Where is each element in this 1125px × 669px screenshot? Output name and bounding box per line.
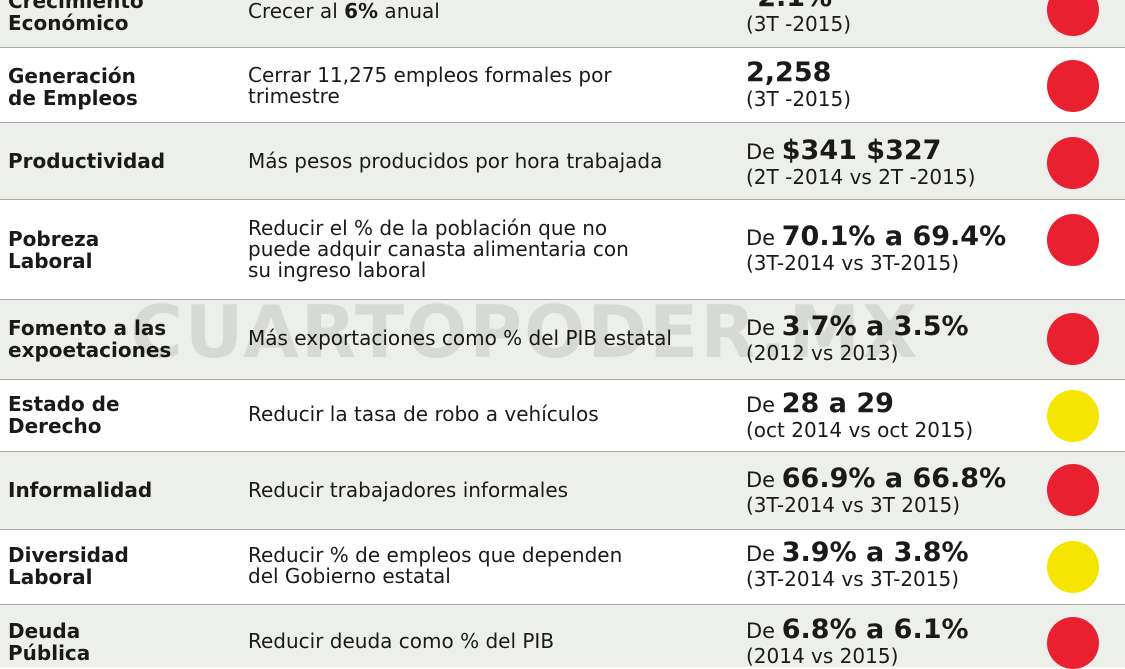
table-row: Fomento a las expoetaciones Más exportac… bbox=[0, 300, 1125, 380]
indicator-name: Generación de Empleos bbox=[8, 64, 138, 110]
indicator-name: Crecimiento Económico bbox=[8, 0, 144, 35]
indicator-name: Diversidad Laboral bbox=[8, 543, 129, 589]
status-dot-red bbox=[1047, 313, 1099, 365]
goal-text: Reducir la tasa de robo a vehículos bbox=[248, 402, 599, 426]
result: De 66.9% a 66.8% (3T-2014 vs 3T 2015) bbox=[746, 463, 1007, 517]
result: De 3.7% a 3.5% (2012 vs 2013) bbox=[746, 311, 969, 365]
goal-text: Crecer al 6% anual bbox=[248, 0, 440, 23]
result: De 3.9% a 3.8% (3T-2014 vs 3T-2015) bbox=[746, 537, 969, 591]
table-row: Pobreza Laboral Reducir el % de la pobla… bbox=[0, 200, 1125, 300]
result: -2.1% (3T -2015) bbox=[746, 0, 852, 36]
indicator-name: Informalidad bbox=[8, 478, 153, 502]
goal-text: Reducir trabajadores informales bbox=[248, 478, 569, 502]
indicator-name: Estado de Derecho bbox=[8, 392, 120, 438]
indicator-name: Deuda Pública bbox=[8, 619, 91, 665]
indicator-name: Fomento a las expoetaciones bbox=[8, 316, 172, 362]
result: De $341 $327 (2T -2014 vs 2T -2015) bbox=[746, 135, 976, 189]
status-dot-red bbox=[1047, 214, 1099, 266]
table-row: Diversidad Laboral Reducir % de empleos … bbox=[0, 530, 1125, 605]
table-row: Generación de Empleos Cerrar 11,275 empl… bbox=[0, 48, 1125, 123]
status-dot-red bbox=[1047, 60, 1099, 112]
goal-text: Reducir deuda como % del PIB bbox=[248, 629, 555, 653]
status-dot-yellow bbox=[1047, 390, 1099, 442]
result: De 28 a 29 (oct 2014 vs oct 2015) bbox=[746, 388, 974, 442]
result: 2,258 (3T -2015) bbox=[746, 57, 852, 111]
status-dot-red bbox=[1047, 464, 1099, 516]
goal-text: Reducir el % de la población que no pued… bbox=[248, 216, 629, 282]
status-dot-red bbox=[1047, 617, 1099, 669]
table-row: Productividad Más pesos producidos por h… bbox=[0, 123, 1125, 200]
table-row: Crecimiento Económico Crecer al 6% anual… bbox=[0, 0, 1125, 48]
table-row: Deuda Pública Reducir deuda como % del P… bbox=[0, 605, 1125, 669]
table-row: Informalidad Reducir trabajadores inform… bbox=[0, 452, 1125, 530]
result: De 6.8% a 6.1% (2014 vs 2015) bbox=[746, 614, 969, 668]
status-dot-red bbox=[1047, 0, 1099, 36]
indicator-name: Pobreza Laboral bbox=[8, 227, 100, 273]
status-dot-red bbox=[1047, 137, 1099, 189]
status-dot-yellow bbox=[1047, 541, 1099, 593]
indicator-name: Productividad bbox=[8, 149, 166, 173]
result: De 70.1% a 69.4% (3T-2014 vs 3T-2015) bbox=[746, 221, 1007, 275]
goal-text: Más pesos producidos por hora trabajada bbox=[248, 149, 663, 173]
table-row: Estado de Derecho Reducir la tasa de rob… bbox=[0, 380, 1125, 452]
goal-text: Cerrar 11,275 empleos formales por trime… bbox=[248, 63, 612, 108]
goal-text: Reducir % de empleos que dependen del Go… bbox=[248, 543, 623, 588]
goal-text: Más exportaciones como % del PIB estatal bbox=[248, 326, 672, 350]
